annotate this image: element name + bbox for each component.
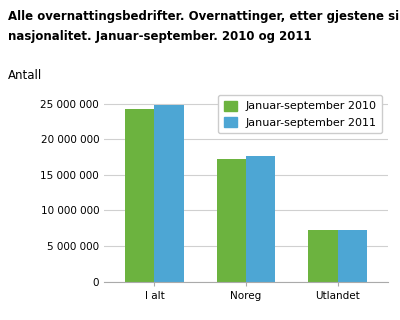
Text: Antall: Antall	[8, 68, 42, 82]
Legend: Januar-september 2010, Januar-september 2011: Januar-september 2010, Januar-september …	[218, 95, 382, 133]
Bar	[308, 230, 338, 282]
Bar	[217, 159, 246, 282]
Text: Alle overnattingsbedrifter. Overnattinger, etter gjestene sin: Alle overnattingsbedrifter. Overnattinge…	[8, 10, 400, 23]
Bar	[154, 105, 184, 282]
Bar	[338, 230, 367, 282]
Bar	[246, 156, 275, 282]
Bar	[125, 109, 154, 282]
Text: nasjonalitet. Januar-september. 2010 og 2011: nasjonalitet. Januar-september. 2010 og …	[8, 30, 312, 44]
